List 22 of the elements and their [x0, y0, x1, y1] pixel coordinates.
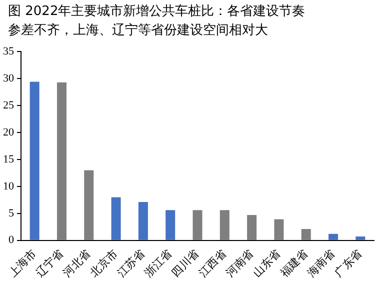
bar — [247, 214, 257, 240]
bar — [328, 234, 338, 240]
chart-title: 图 2022年主要城市新增公共车桩比：各省建设节奏参差不齐，上海、辽宁等省份建设空间相对大 — [8, 3, 306, 40]
bar — [111, 197, 121, 240]
y-tick-label: 20 — [3, 126, 14, 138]
y-tick-label: 5 — [8, 207, 14, 220]
y-tick-label: 35 — [3, 45, 14, 58]
y-tick-label: 25 — [3, 99, 14, 112]
y-tick-label: 30 — [3, 72, 14, 84]
bar — [274, 219, 284, 240]
bar — [356, 236, 366, 240]
bar — [30, 82, 40, 240]
bar — [192, 210, 202, 240]
bar — [56, 82, 66, 240]
y-tick-label: 15 — [3, 153, 14, 166]
bar — [220, 210, 230, 240]
bar — [166, 210, 176, 240]
y-tick-label: 10 — [3, 180, 14, 192]
bar — [301, 229, 311, 240]
bar — [138, 202, 148, 240]
y-tick-label: 0 — [8, 234, 14, 246]
bar — [84, 170, 94, 240]
